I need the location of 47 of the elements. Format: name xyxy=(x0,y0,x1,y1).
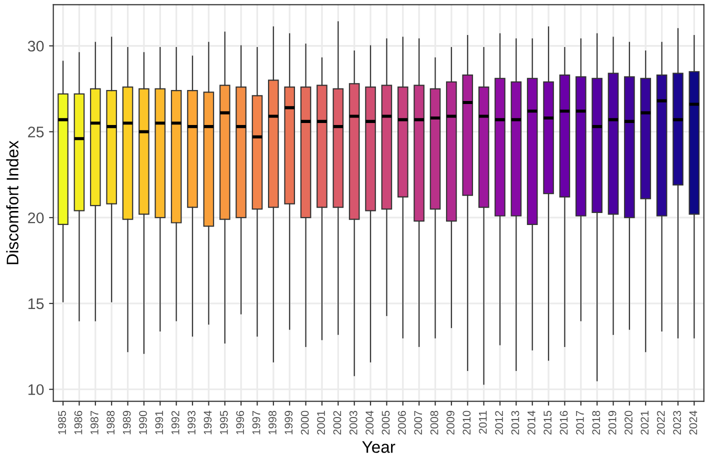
x-tick-label: 1991 xyxy=(155,410,164,434)
x-tick-label: 2001 xyxy=(317,410,325,435)
x-tick-label: 1986 xyxy=(74,410,82,434)
x-tick-label: 2015 xyxy=(544,410,552,435)
x-tick-label: 2000 xyxy=(300,410,309,435)
x-tick-label: 2005 xyxy=(382,410,390,435)
x-tick-label: 2011 xyxy=(478,410,487,434)
x-tick-label: 2004 xyxy=(366,410,374,435)
x-tick-label: 2014 xyxy=(527,410,536,435)
x-tick-label: 2018 xyxy=(592,410,600,435)
x-tick-label: 1990 xyxy=(139,410,147,434)
x-tick-label: 1994 xyxy=(204,410,212,434)
x-tick-label: 2020 xyxy=(624,410,632,435)
y-tick-label: 10 xyxy=(28,384,44,396)
y-axis-title: Discomfort Index xyxy=(6,140,18,264)
x-tick-label: 2006 xyxy=(398,410,406,435)
x-tick-label: 2007 xyxy=(414,410,422,435)
x-tick-label: 2016 xyxy=(560,410,568,435)
x-tick-label: 1998 xyxy=(268,410,276,434)
x-tick-label: 2010 xyxy=(462,410,471,435)
x-tick-label: 2002 xyxy=(333,410,342,435)
x-tick-label: 1989 xyxy=(122,410,131,434)
x-tick-label: 2024 xyxy=(689,410,698,435)
x-tick-label: 1997 xyxy=(252,410,260,434)
x-tick-label: 2009 xyxy=(446,410,454,435)
x-tick-label: 2017 xyxy=(576,410,584,435)
x-tick-label: 2022 xyxy=(656,410,665,435)
x-tick-label: 1999 xyxy=(284,410,293,434)
x-tick-label: 1992 xyxy=(171,410,180,434)
y-tick-label: 25 xyxy=(28,126,44,138)
y-tick-label: 30 xyxy=(28,40,44,52)
x-tick-label: 1993 xyxy=(188,410,196,434)
x-tick-label: 2023 xyxy=(673,410,681,435)
x-tick-label: 2021 xyxy=(640,410,649,435)
x-tick-label: 1996 xyxy=(236,410,244,434)
x-axis-title: Year xyxy=(362,441,396,453)
y-tick-label: 20 xyxy=(28,212,44,224)
x-tick-label: 2013 xyxy=(511,410,520,435)
x-tick-label: 2012 xyxy=(495,410,503,435)
x-tick-label: 2003 xyxy=(349,410,358,435)
x-tick-label: 1995 xyxy=(220,410,228,434)
x-tick-label: 1988 xyxy=(106,410,115,434)
x-tick-label: 1987 xyxy=(90,410,98,434)
x-tick-label: 2019 xyxy=(608,410,616,435)
y-tick-label: 15 xyxy=(28,298,44,310)
x-tick-label: 2008 xyxy=(430,410,438,435)
x-tick-label: 1985 xyxy=(58,410,66,434)
